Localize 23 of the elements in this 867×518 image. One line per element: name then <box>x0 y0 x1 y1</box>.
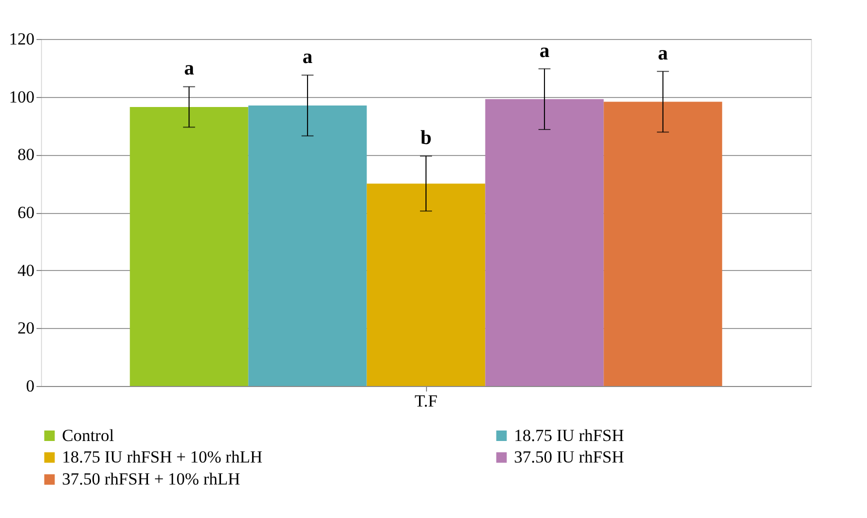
bar <box>485 99 604 386</box>
legend-label: 18.75 IU rhFSH <box>514 426 624 445</box>
bar <box>366 184 486 386</box>
legend-label: 37.50 rhFSH + 10% rhLH <box>62 470 240 488</box>
y-tick-label: 40 <box>18 260 34 280</box>
bar <box>604 102 722 386</box>
bar <box>130 106 248 386</box>
y-tick-label: 60 <box>18 203 34 222</box>
legend-label: 18.75 IU rhFSH + 10% rhLH <box>62 448 262 466</box>
y-tick-label: 80 <box>18 145 34 164</box>
y-tick-label: 100 <box>9 87 34 106</box>
annotation: a <box>184 58 194 80</box>
y-tick-label: 20 <box>18 318 34 338</box>
x-tick-label: T.F <box>414 392 438 410</box>
annotation: a <box>302 46 313 68</box>
legend-label: 37.50 IU rhFSH <box>514 448 624 466</box>
annotation: b <box>420 127 432 150</box>
y-tick-label: 0 <box>26 376 34 396</box>
legend-label: Control <box>62 426 114 445</box>
bar <box>248 106 367 386</box>
y-tick-label: 120 <box>9 30 34 48</box>
annotation: a <box>539 40 550 62</box>
annotation: a <box>658 42 668 64</box>
